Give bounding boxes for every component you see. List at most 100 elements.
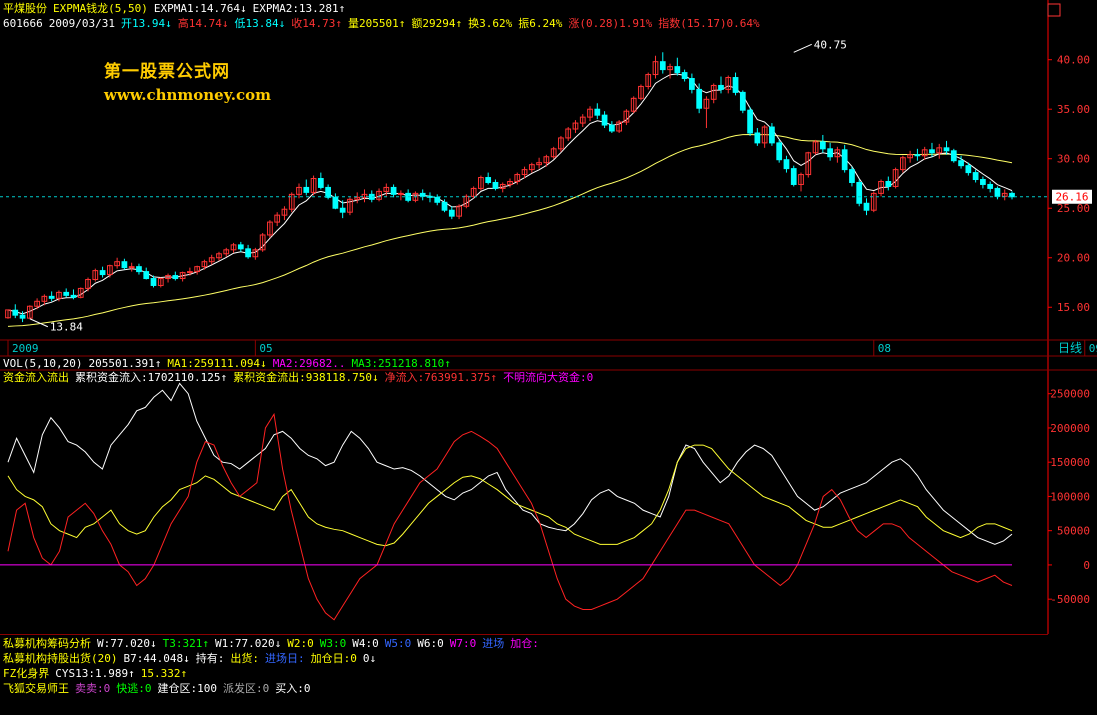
candle-body [267,221,273,236]
series-line [7,444,1013,547]
candle-body [936,147,943,154]
indicator-value: W:77.020↓ [97,637,157,650]
candle-body [776,142,783,161]
candle-body [754,132,761,144]
indicator-value: 收14.73↑ [291,17,342,30]
indicator-value: FZ化身界 [3,667,50,680]
indicator-value: 持有: [195,652,225,665]
candle-body [419,192,426,197]
candle-body [41,295,48,302]
indicator-value: 振6.24% [518,17,563,30]
candle-body [274,214,281,223]
fund-y-tick-label: 0 [1083,559,1090,572]
candle-body [652,61,659,76]
candle-body [790,168,797,185]
candle-body [878,180,884,194]
candle-body [921,149,928,157]
candle-body [325,186,331,198]
candle-body [594,108,601,116]
candle-body [296,186,302,195]
candle-body [448,209,455,217]
candle-body [136,266,142,273]
indicator-value: 0↓ [362,652,377,665]
indicator-value: 资金流入流出 [3,371,69,384]
candle-body [783,159,790,170]
candle-body [550,148,557,158]
candle-body [870,192,877,211]
candle-body [303,186,310,193]
candle-body [761,126,768,144]
fund-y-tick-label: 200000 [1050,422,1090,435]
candle-body [172,275,179,280]
candle-body [317,178,324,188]
candle-body [281,208,288,216]
candle-body [376,190,382,200]
indicator-value: 出货: [230,652,259,665]
candle-body [99,270,106,276]
candle-body [528,164,535,171]
indicator-value: 2009/03/31 [48,17,115,30]
candle-body [892,169,899,187]
y-tick-label: 15.00 [1057,301,1090,314]
candle-body [208,257,215,263]
candle-body [929,149,935,154]
indicator-value: VOL(5,10,20) [3,357,83,370]
indicator-value: W6:0 [417,637,444,650]
x-tick-label: 08 [878,342,891,355]
candle-body [812,141,819,154]
candle-body [739,91,746,111]
volume-indicator-line: VOL(5,10,20) 205501.391↑ MA1:259111.094↓ MA… [3,357,457,371]
candle-body [187,271,193,274]
indicator-value: 指数(15.17)0.64% [658,17,760,30]
indicator-value: W5:0 [384,637,412,650]
panel-separator [0,634,1048,635]
menu-icon [1047,3,1061,17]
candle-body [885,180,892,187]
candle-body [34,300,40,307]
candle-body [587,108,593,118]
candle-body [987,183,994,189]
bottom-indicator-line-1: 私募机构筹码分析 W:77.020↓ T3:321↑ W1:77.020↓ W2:0 W3… [3,637,545,651]
indicator-value: 累积资金流出:938118.750↓ [233,371,379,384]
candle-body [841,149,848,171]
series-line [7,382,1013,545]
candle-body [718,84,724,90]
candle-body [85,279,91,289]
indicator-value: W1:77.020↓ [214,637,282,650]
watermark-url: www.chnmoney.com [104,86,271,104]
candle-body [339,207,346,213]
candle-body [994,187,1001,197]
indicator-value: EXPMA2:13.281↑ [252,2,346,15]
candle-body [121,261,128,269]
candle-body [769,126,775,144]
candle-body [470,187,477,197]
candle-body [223,249,230,255]
candle-body [507,180,513,185]
candle-body [638,85,644,99]
bottom-indicator-line-2: 私募机构持股出货(20) B7:44.048↓ 持有: 出货: 进场日: 加仓日:0 0↓ [3,652,382,666]
candle-body [514,174,521,182]
price-annotation: 13.84 [50,321,83,334]
indicator-value: 205501.391↑ [88,357,162,370]
candle-body [128,266,135,269]
candle-body [201,261,208,268]
candle-body [521,169,528,176]
candle-body [5,309,11,319]
y-tick-label: 30.00 [1057,153,1090,166]
candle-body [398,192,404,195]
candle-body [288,193,295,210]
indicator-value: MA3:251218.810↑ [351,357,451,370]
candle-body [63,291,70,296]
candle-body [332,196,339,209]
candle-body [798,174,804,185]
y-tick-label: 25.00 [1057,202,1090,215]
timeframe-label: 日线 [1058,341,1082,355]
fund-y-tick-label: 250000 [1050,388,1090,401]
candle-body [601,114,608,126]
y-tick-label: 35.00 [1057,103,1090,116]
candle-body [150,278,157,286]
candle-body [856,181,863,204]
candle-body [623,110,630,123]
candle-body [478,177,484,189]
